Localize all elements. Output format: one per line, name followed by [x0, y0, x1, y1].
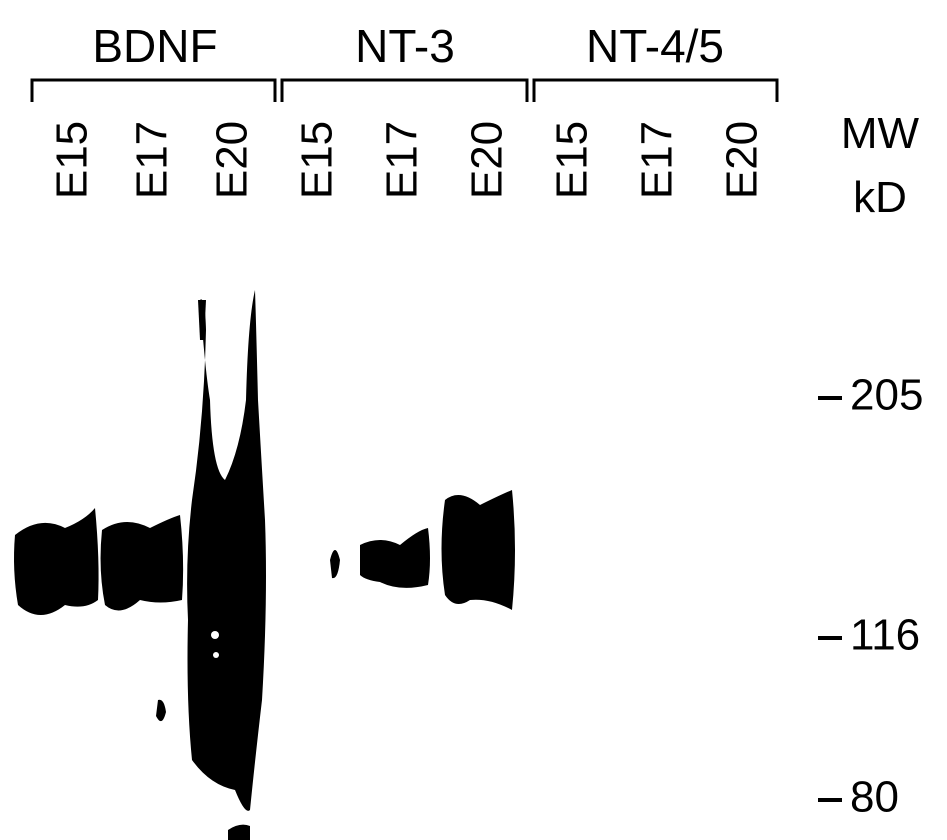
- marker-label: 205: [850, 371, 923, 420]
- group-label: NT-4/5: [586, 20, 724, 72]
- lane-label: E17: [633, 121, 682, 199]
- lane-labels: E15 E17 E20 E15 E17 E20 E15 E17 E20: [48, 121, 767, 199]
- marker-label: 80: [850, 773, 899, 822]
- lane-label: E20: [463, 121, 512, 199]
- band-specks: [211, 631, 219, 658]
- lane-label: E20: [208, 121, 257, 199]
- lane-label: E15: [293, 121, 342, 199]
- group-label: BDNF: [92, 20, 217, 72]
- marker-dashes: [818, 396, 842, 802]
- lane-label: E17: [378, 121, 427, 199]
- unit-label: kD: [853, 173, 907, 222]
- brackets: [30, 78, 779, 102]
- bands: [14, 290, 515, 840]
- lane-label: E15: [548, 121, 597, 199]
- lane-label: E17: [128, 121, 177, 199]
- lane-label: E20: [718, 121, 767, 199]
- lane-label: E15: [48, 121, 97, 199]
- mw-label: MW: [841, 109, 920, 158]
- group-label: NT-3: [355, 20, 455, 72]
- marker-label: 116: [850, 611, 920, 660]
